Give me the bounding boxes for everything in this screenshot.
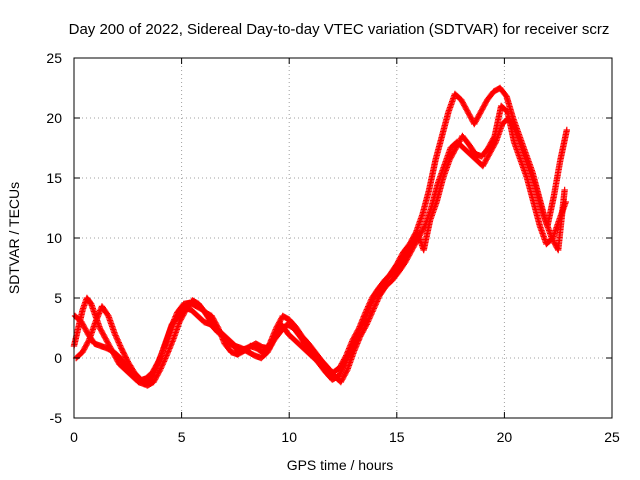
- x-tick-label: 25: [604, 429, 620, 445]
- data-point: [363, 306, 371, 313]
- data-point: [366, 299, 374, 306]
- y-tick-labels: -5 0 5 10 15 20 25: [46, 50, 62, 426]
- y-axis-label: SDTVAR / TECUs: [6, 182, 22, 294]
- data-point: [113, 335, 121, 342]
- data-point: [343, 368, 350, 375]
- data-point: [364, 304, 371, 312]
- data-point: [561, 186, 568, 194]
- data-point: [156, 366, 164, 374]
- series-trace-c: [71, 102, 569, 384]
- y-tick-label: 15: [46, 170, 62, 186]
- x-tick-label: 15: [389, 429, 405, 445]
- data-point: [114, 336, 121, 343]
- data-point: [162, 355, 169, 362]
- y-tick-label: 0: [54, 350, 62, 366]
- data-point: [366, 300, 373, 307]
- data-points: [70, 84, 571, 389]
- data-point: [116, 340, 123, 348]
- y-tick-label: -5: [50, 410, 63, 426]
- data-point: [369, 306, 377, 314]
- data-point: [563, 126, 571, 134]
- data-point: [111, 330, 119, 338]
- data-point: [365, 302, 373, 309]
- data-point: [162, 353, 170, 361]
- data-point: [112, 333, 120, 341]
- data-point: [117, 343, 124, 351]
- data-point: [365, 316, 372, 324]
- data-point: [367, 311, 375, 318]
- data-point: [157, 365, 164, 372]
- data-point: [362, 309, 369, 316]
- data-point: [115, 339, 122, 346]
- y-tick-label: 20: [46, 110, 62, 126]
- data-point: [373, 298, 381, 305]
- data-point: [112, 332, 119, 339]
- data-point: [355, 326, 362, 333]
- data-point: [160, 358, 168, 365]
- data-point: [371, 303, 378, 311]
- data-point: [373, 299, 380, 306]
- data-point: [372, 301, 379, 308]
- data-point: [367, 312, 374, 319]
- data-point: [366, 314, 374, 321]
- data-point: [364, 319, 371, 327]
- chart-title: Day 200 of 2022, Sidereal Day-to-day VTE…: [69, 21, 610, 38]
- data-point: [363, 321, 370, 328]
- data-point: [158, 362, 166, 369]
- data-point: [342, 353, 349, 361]
- y-tick-label: 5: [54, 290, 62, 306]
- data-point: [491, 140, 499, 147]
- data-point: [374, 296, 381, 304]
- data-point: [156, 368, 163, 375]
- data-point: [114, 338, 122, 345]
- data-point: [364, 318, 372, 325]
- data-point: [562, 198, 569, 206]
- data-point: [116, 342, 124, 349]
- data-point: [490, 134, 498, 141]
- data-point: [158, 363, 165, 371]
- data-point: [371, 302, 379, 309]
- x-tick-label: 10: [281, 429, 297, 445]
- x-tick-label: 5: [178, 429, 186, 445]
- data-point: [363, 307, 370, 315]
- y-tick-label: 10: [46, 230, 62, 246]
- y-tick-label: 25: [46, 50, 62, 66]
- axis-ticks: [73, 57, 613, 419]
- data-point: [362, 322, 370, 329]
- grid-lines: [74, 58, 612, 418]
- data-point: [161, 356, 168, 364]
- data-point: [160, 359, 167, 366]
- x-tick-label: 0: [70, 429, 78, 445]
- x-axis-label: GPS time / hours: [287, 457, 394, 473]
- data-point: [368, 309, 376, 317]
- data-point: [364, 303, 372, 310]
- data-point: [369, 308, 376, 315]
- data-point: [375, 295, 382, 302]
- data-point: [366, 315, 373, 322]
- x-tick-label: 20: [497, 429, 513, 445]
- data-point: [370, 305, 377, 312]
- data-point: [367, 297, 374, 305]
- x-tick-labels: 0 5 10 15 20 25: [70, 429, 620, 445]
- data-point: [159, 361, 166, 368]
